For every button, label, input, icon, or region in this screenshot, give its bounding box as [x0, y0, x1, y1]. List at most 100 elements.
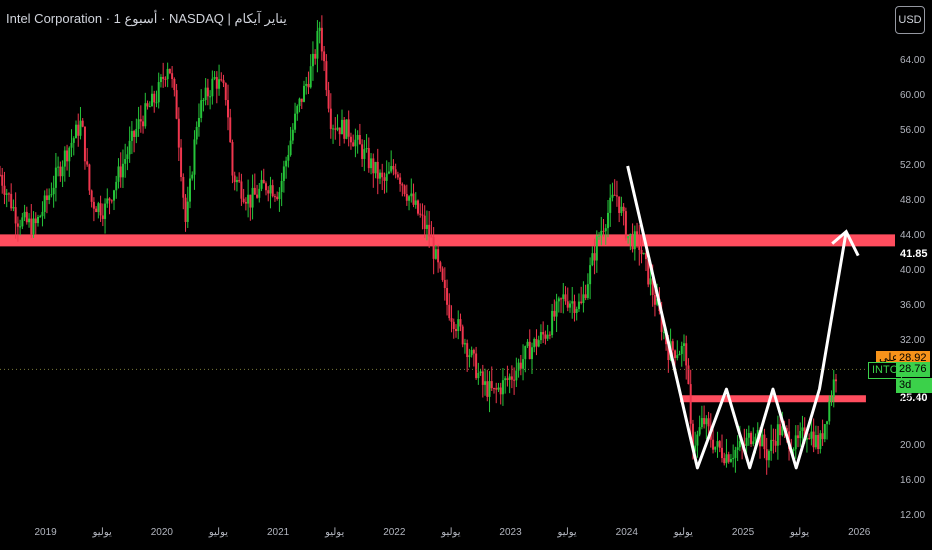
candle-body — [12, 207, 15, 209]
candle-body — [104, 203, 107, 219]
candle-body — [81, 120, 84, 127]
candle-body — [707, 418, 710, 427]
x-tick-label: 2021 — [266, 527, 290, 538]
candle-body — [200, 100, 203, 118]
candle-body — [124, 159, 127, 164]
candle-body — [700, 418, 703, 428]
candle-body — [814, 434, 817, 448]
candle-body — [206, 87, 209, 97]
candle-body — [560, 298, 563, 300]
candle-body — [765, 449, 768, 461]
candle-body — [582, 294, 585, 303]
candle-body — [443, 279, 446, 288]
pattern-path — [626, 165, 848, 470]
candle-body — [405, 193, 408, 201]
candle-body — [144, 103, 147, 127]
candle-body — [305, 83, 308, 86]
candle-body — [340, 119, 343, 135]
candle-body — [803, 427, 806, 440]
candle-body — [446, 287, 449, 305]
candle-body — [302, 85, 305, 102]
candle-body — [387, 171, 390, 174]
candle-body — [396, 174, 399, 178]
candle-body — [698, 427, 701, 435]
candle-body — [689, 384, 692, 424]
candle-body — [647, 259, 650, 285]
candle-body — [182, 176, 185, 198]
candle-body — [604, 228, 607, 232]
candle-body — [99, 203, 102, 216]
candle-body — [546, 334, 549, 339]
candle-body — [280, 180, 283, 193]
candle-body — [725, 454, 728, 464]
y-tick-label: 64.00 — [900, 55, 926, 66]
candle-body — [674, 350, 677, 359]
candle-body — [244, 201, 247, 204]
candle-body — [448, 304, 451, 319]
candle-body — [734, 449, 737, 458]
candle-body — [150, 93, 153, 107]
candle-body — [553, 310, 556, 317]
candle-body — [466, 343, 469, 358]
candle-body — [177, 118, 180, 148]
candle-body — [539, 332, 542, 341]
candle-body — [137, 119, 140, 129]
candle-body — [589, 265, 592, 285]
candle-body — [785, 427, 788, 432]
candle-body — [21, 217, 24, 227]
candle-body — [202, 100, 205, 102]
candle-body — [88, 164, 91, 191]
candle-body — [680, 345, 683, 355]
candle-body — [162, 76, 165, 79]
candle-body — [79, 120, 82, 136]
candle-body — [251, 187, 254, 208]
candle-body — [32, 218, 35, 235]
candle-body — [354, 139, 357, 147]
currency-button[interactable]: USD — [895, 6, 925, 34]
candle-body — [5, 193, 8, 195]
candle-body — [434, 249, 437, 259]
x-tick-label: يوليو — [673, 527, 693, 538]
candle-body — [676, 355, 679, 359]
candle-body — [86, 161, 89, 165]
candle-body — [691, 423, 694, 452]
candle-body — [573, 301, 576, 313]
candle-body — [285, 160, 288, 167]
candle-body — [184, 197, 187, 222]
candle-body — [533, 338, 536, 348]
candle-body — [723, 458, 726, 464]
candle-body — [428, 224, 431, 237]
candle-body — [117, 166, 120, 182]
candle-body — [403, 185, 406, 194]
candle-body — [278, 192, 281, 200]
candle-body — [226, 100, 229, 118]
candle-body — [571, 301, 574, 304]
y-tick-label: 60.00 — [900, 90, 926, 101]
candle-body — [233, 175, 236, 183]
candle-body — [468, 355, 471, 358]
candle-body — [363, 149, 366, 159]
candle-body — [584, 294, 587, 298]
candle-body — [3, 185, 6, 195]
candle-body — [430, 236, 433, 238]
candle-body — [718, 441, 721, 448]
candle-body — [349, 136, 352, 143]
candle-body — [95, 208, 98, 213]
candle-body — [779, 424, 782, 436]
candle-body — [441, 268, 444, 280]
candle-body — [772, 439, 775, 442]
candle-body — [57, 166, 60, 168]
candle-body — [486, 381, 489, 397]
candle-body — [653, 295, 656, 305]
candle-body — [642, 253, 645, 255]
candle-body — [148, 106, 151, 108]
candle-body — [600, 230, 603, 236]
candle-body — [238, 180, 241, 182]
candle-body — [90, 190, 93, 202]
candle-body — [682, 343, 685, 346]
candle-body — [39, 216, 42, 218]
candle-body — [566, 301, 569, 308]
x-tick-label: 2022 — [383, 527, 406, 538]
candle-body — [45, 195, 48, 200]
